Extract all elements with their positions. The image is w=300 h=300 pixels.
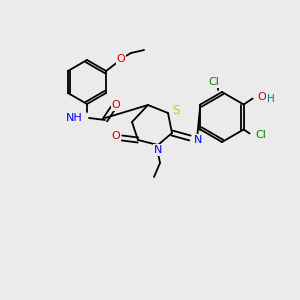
Text: S: S <box>172 103 179 116</box>
Text: N: N <box>194 135 202 145</box>
Text: O: O <box>258 92 266 101</box>
Text: O: O <box>112 131 120 141</box>
Text: NH: NH <box>66 113 83 123</box>
Text: Cl: Cl <box>256 130 266 140</box>
Text: Cl: Cl <box>208 77 219 87</box>
Text: O: O <box>112 100 120 110</box>
Text: H: H <box>267 94 274 103</box>
Text: N: N <box>154 145 162 155</box>
Text: O: O <box>117 54 125 64</box>
